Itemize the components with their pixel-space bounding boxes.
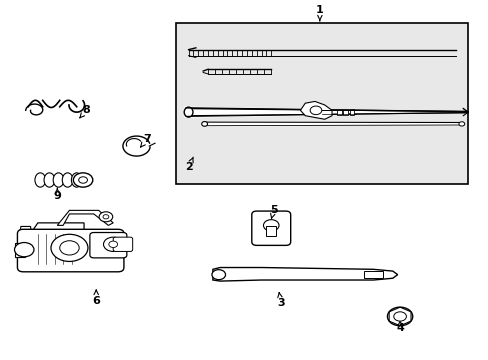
Bar	[336, 109, 341, 115]
Circle shape	[79, 177, 87, 183]
Polygon shape	[212, 267, 397, 281]
Text: 8: 8	[80, 105, 90, 118]
Circle shape	[60, 241, 79, 255]
Ellipse shape	[62, 173, 73, 187]
Ellipse shape	[71, 173, 82, 187]
Circle shape	[109, 241, 117, 248]
Bar	[343, 109, 347, 115]
Text: 2: 2	[184, 157, 193, 172]
Text: 7: 7	[141, 134, 151, 147]
Circle shape	[309, 106, 321, 114]
Circle shape	[211, 270, 225, 280]
Circle shape	[15, 243, 34, 257]
Circle shape	[51, 234, 88, 261]
Text: 9: 9	[53, 188, 61, 201]
Polygon shape	[300, 102, 331, 119]
Polygon shape	[21, 223, 84, 248]
Circle shape	[386, 307, 412, 326]
Bar	[266, 226, 276, 236]
FancyBboxPatch shape	[18, 229, 123, 272]
Circle shape	[263, 220, 279, 231]
Ellipse shape	[35, 173, 45, 187]
FancyBboxPatch shape	[90, 233, 126, 258]
Polygon shape	[19, 226, 34, 257]
Circle shape	[73, 173, 93, 187]
Polygon shape	[203, 122, 462, 126]
Polygon shape	[184, 107, 467, 117]
FancyBboxPatch shape	[113, 237, 132, 251]
Ellipse shape	[458, 122, 464, 126]
Circle shape	[103, 215, 109, 219]
FancyBboxPatch shape	[251, 211, 290, 246]
Ellipse shape	[53, 173, 64, 187]
Text: 3: 3	[277, 293, 284, 308]
Bar	[15, 243, 25, 257]
Bar	[363, 271, 382, 278]
Text: 4: 4	[395, 320, 403, 333]
Ellipse shape	[201, 122, 207, 126]
Polygon shape	[57, 210, 113, 225]
Text: 1: 1	[315, 5, 323, 21]
Ellipse shape	[184, 107, 193, 117]
Bar	[349, 109, 354, 115]
Ellipse shape	[44, 173, 55, 187]
Text: 6: 6	[92, 290, 100, 306]
Circle shape	[103, 237, 122, 251]
Bar	[176, 23, 467, 184]
Circle shape	[99, 212, 113, 222]
Circle shape	[393, 312, 406, 321]
Text: 5: 5	[269, 205, 277, 219]
